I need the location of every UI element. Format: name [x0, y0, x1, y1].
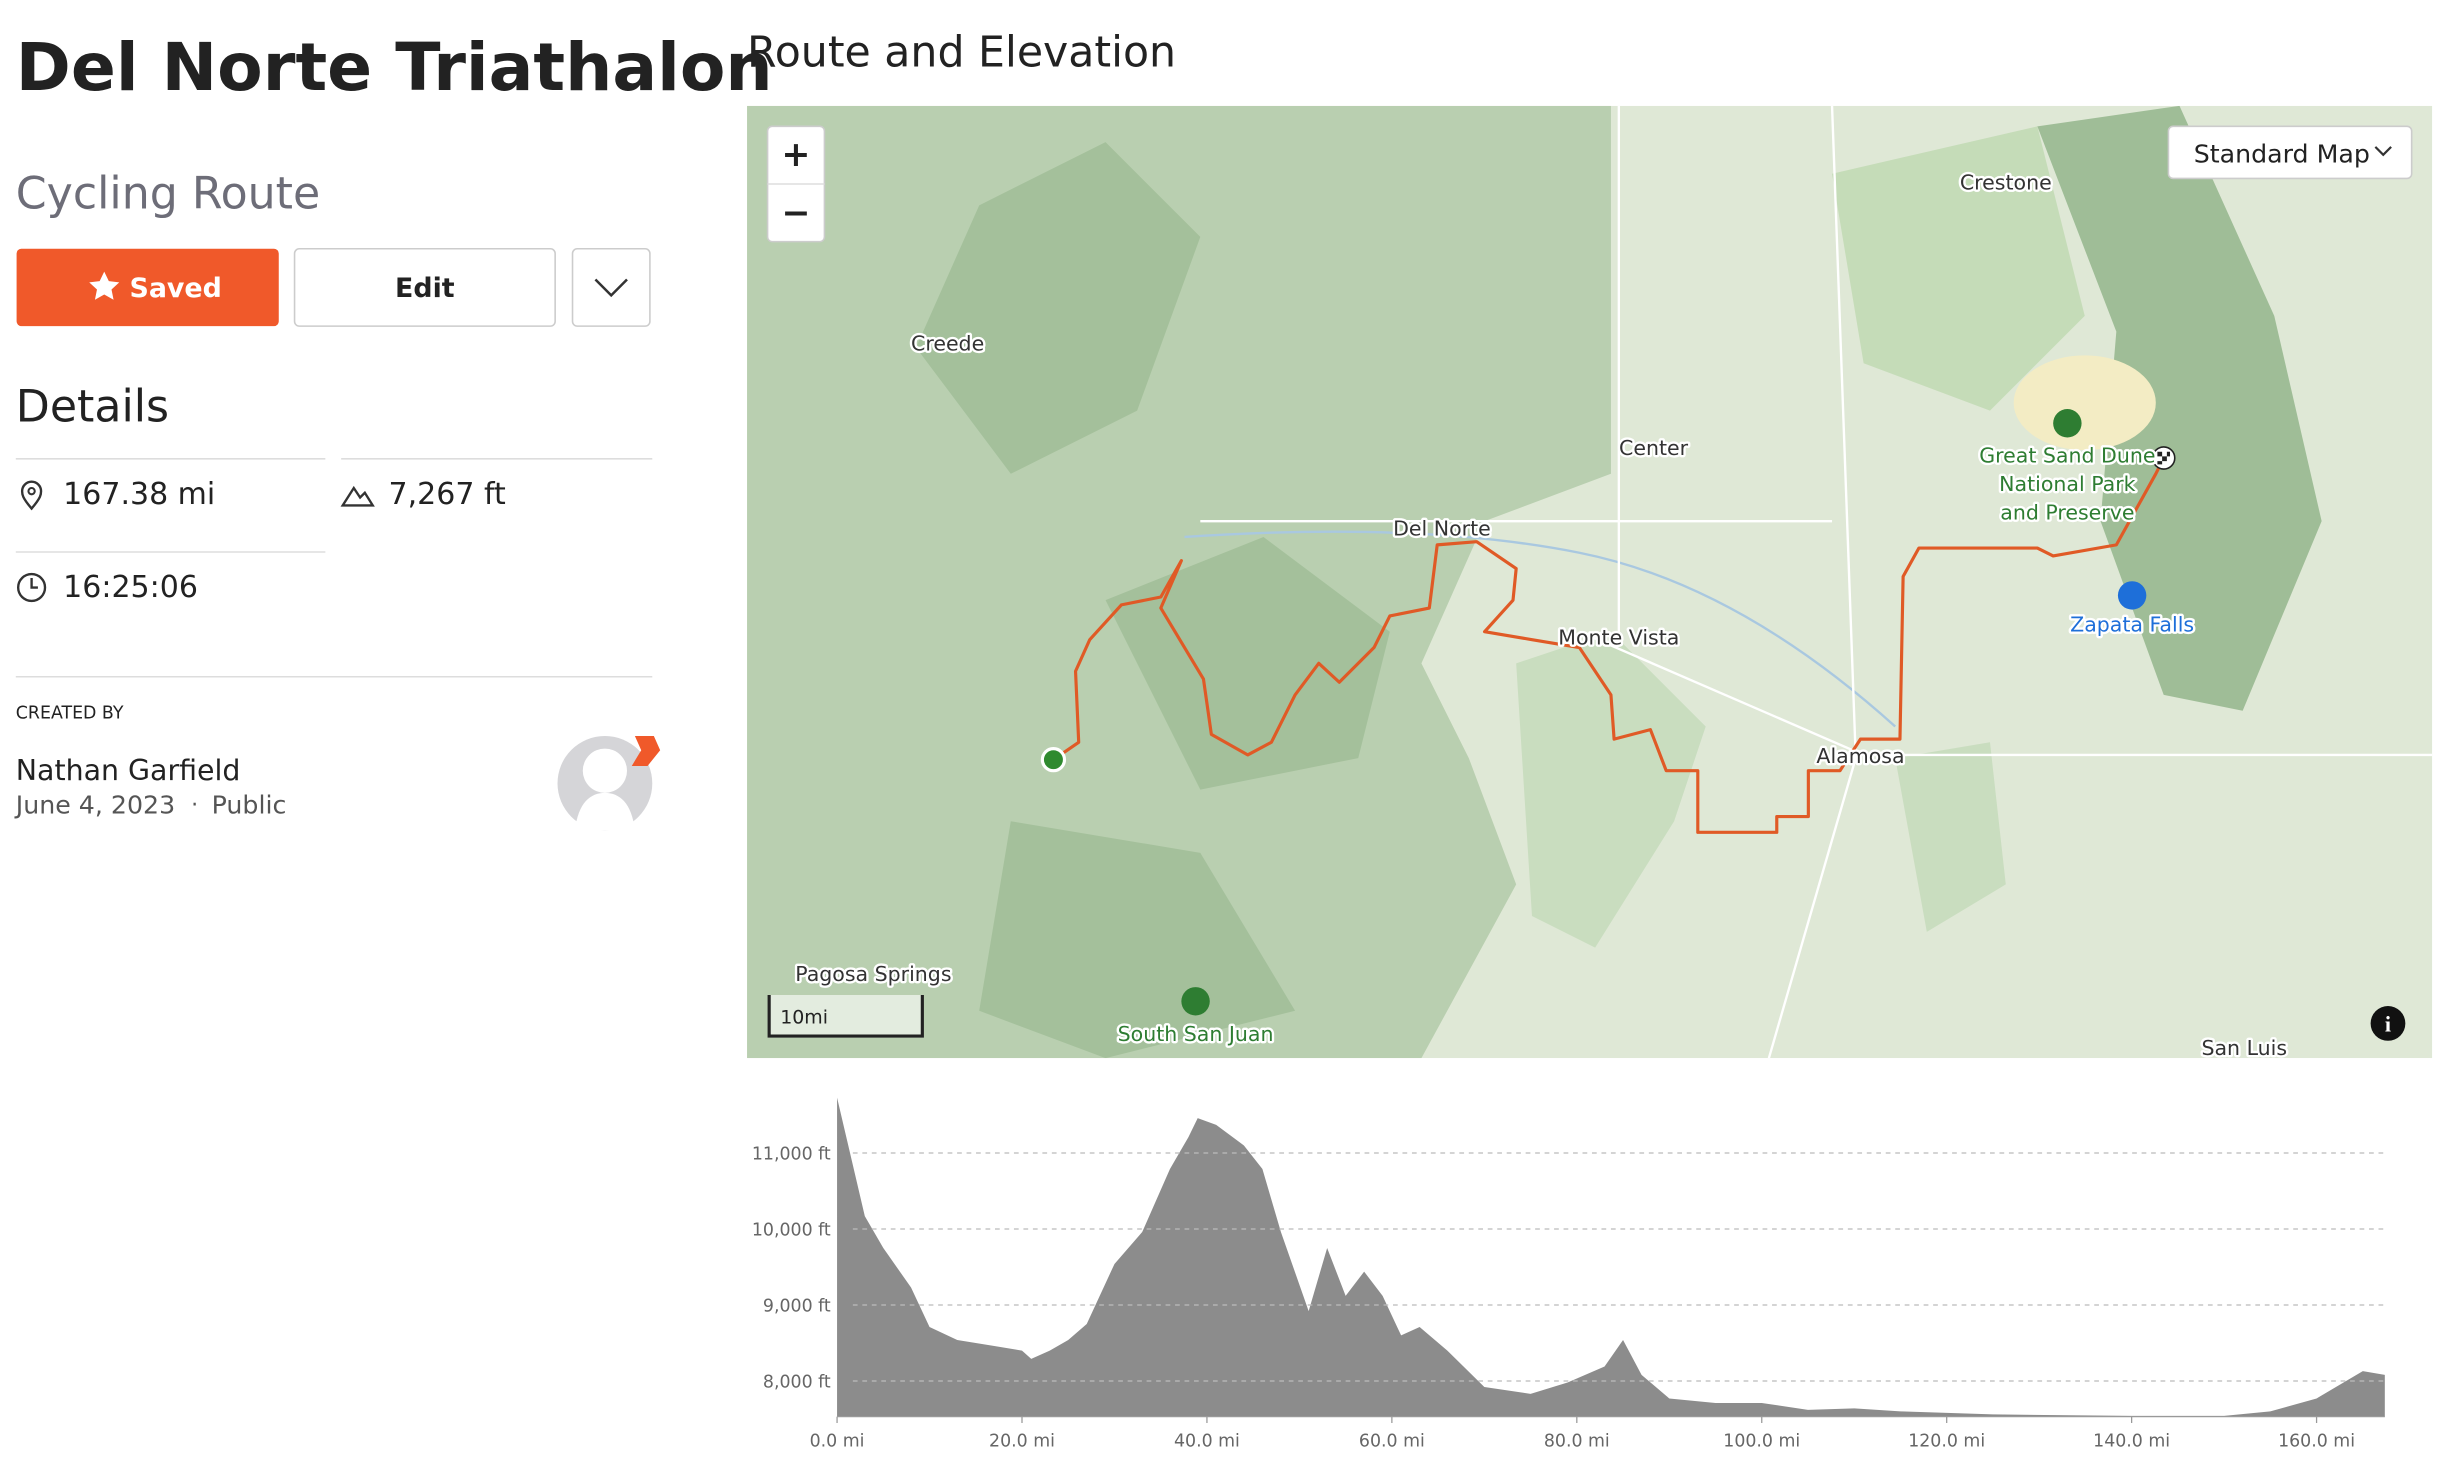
- avatar-head: [582, 748, 628, 793]
- elevation-area: [837, 1097, 2385, 1417]
- finish-marker: [2151, 446, 2176, 470]
- info-icon: i: [2385, 1011, 2391, 1036]
- green-area: [1516, 631, 2006, 948]
- edit-label: Edit: [395, 273, 455, 304]
- section-title: Route and Elevation: [747, 27, 1176, 77]
- avatar-body: [574, 792, 635, 831]
- info-button[interactable]: [2370, 1006, 2406, 1041]
- x-tick-label: 60.0 mi: [1359, 1432, 1425, 1452]
- saved-button-bg: [16, 248, 279, 327]
- map-label: Monte Vista: [1558, 625, 1679, 649]
- chevron-icon: [594, 278, 628, 298]
- selector-chevron: [2374, 146, 2392, 157]
- details-heading: Details: [16, 382, 169, 433]
- park-area: [1832, 126, 2085, 411]
- distance-icon-dot: [27, 486, 36, 496]
- more-button-bg: [571, 247, 651, 327]
- created-date: June 4, 2023: [14, 790, 175, 819]
- map-label: National Park: [1999, 472, 2135, 496]
- x-tick-label: 140.0 mi: [2093, 1432, 2170, 1452]
- separator: ·: [191, 792, 198, 818]
- saved-label: Saved: [130, 273, 222, 304]
- x-tick-label: 20.0 mi: [989, 1432, 1055, 1452]
- distance-value: 167.38 mi: [63, 477, 215, 512]
- start-marker: [1040, 747, 1067, 773]
- zoom-controls: + −: [766, 125, 826, 243]
- x-tick-label: 160.0 mi: [2278, 1432, 2355, 1452]
- edit-button-bg: [293, 247, 556, 327]
- scale-label: 10mi: [780, 1006, 828, 1028]
- poi-icon: [2117, 581, 2147, 610]
- map-label: Pagosa Springs: [795, 962, 951, 986]
- scale-bg: [767, 994, 924, 1038]
- map-label: Crestone: [1960, 171, 2052, 195]
- roads: [1200, 105, 2433, 1059]
- route-title: Del Norte Triathalon: [16, 28, 773, 106]
- map-style-selector[interactable]: Standard Map: [2167, 125, 2413, 180]
- star-icon: [89, 271, 120, 300]
- scale-bar: 10mi: [767, 994, 924, 1038]
- x-tick-label: 40.0 mi: [1174, 1432, 1240, 1452]
- map-label: and Preserve: [2000, 501, 2134, 525]
- elevation-icon: [340, 485, 375, 507]
- avatar-badge: [631, 735, 661, 766]
- map-label: Del Norte: [1393, 516, 1491, 540]
- zoom-in[interactable]: +: [781, 135, 810, 175]
- route-type: Cycling Route: [16, 168, 320, 219]
- visibility: Public: [212, 790, 287, 819]
- y-tick-label: 9,000 ft: [763, 1296, 831, 1316]
- sangre-de-cristo: [2037, 105, 2322, 711]
- creator-avatar[interactable]: [557, 735, 661, 831]
- dunes: [2013, 355, 2156, 451]
- y-tick-label: 8,000 ft: [763, 1372, 831, 1392]
- time-icon-hands: [30, 578, 38, 589]
- time-icon: [16, 572, 47, 603]
- scale-line: [767, 994, 924, 1038]
- map[interactable]: Creede Center Del Norte Monte Vista Alam…: [747, 105, 2433, 1060]
- map-label: Creede: [911, 332, 984, 356]
- selector-label: Standard Map: [2194, 140, 2370, 169]
- park-icon: [2053, 409, 2082, 438]
- more-button[interactable]: [571, 247, 651, 327]
- creator-name[interactable]: Nathan Garfield: [16, 754, 241, 787]
- elevation-value: 7,267 ft: [389, 477, 506, 512]
- edit-button[interactable]: Edit: [293, 247, 556, 327]
- river: [1184, 530, 1897, 728]
- x-tick-label: 120.0 mi: [1908, 1432, 1985, 1452]
- park-icon: [1181, 987, 1210, 1016]
- x-tick-label: 100.0 mi: [1723, 1432, 1800, 1452]
- map-label: Zapata Falls: [2070, 613, 2194, 637]
- y-tick-label: 11,000 ft: [752, 1144, 831, 1164]
- map-label: Great Sand Dune: [1979, 444, 2155, 468]
- map-label: Center: [1619, 436, 1689, 460]
- saved-button[interactable]: Saved: [16, 248, 279, 327]
- map-label: San Luis: [2201, 1036, 2287, 1060]
- map-label: South San Juan: [1118, 1022, 1274, 1046]
- x-tick-label: 0.0 mi: [810, 1432, 865, 1452]
- elevation-chart: 8,000 ft 9,000 ft 10,000 ft 11,000 ft 0.0 mi…: [752, 1097, 2385, 1452]
- route-line: [1052, 457, 2166, 834]
- time-value: 16:25:06: [63, 570, 198, 605]
- zoom-out[interactable]: −: [781, 193, 810, 233]
- map-label: Alamosa: [1816, 744, 1904, 768]
- distance-icon: [20, 480, 43, 511]
- selector-box: [2167, 125, 2413, 180]
- y-tick-label: 10,000 ft: [752, 1220, 831, 1240]
- x-tick-label: 80.0 mi: [1544, 1432, 1610, 1452]
- created-by-label: CREATED BY: [16, 704, 124, 724]
